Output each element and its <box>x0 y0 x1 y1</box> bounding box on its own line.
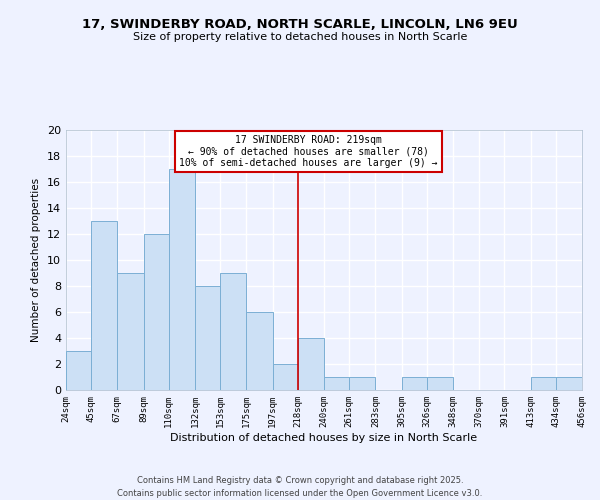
Bar <box>91 221 118 390</box>
Bar <box>66 351 91 390</box>
Bar <box>401 377 427 390</box>
Bar <box>530 377 556 390</box>
Bar <box>556 377 582 390</box>
Text: Contains HM Land Registry data © Crown copyright and database right 2025.
Contai: Contains HM Land Registry data © Crown c… <box>118 476 482 498</box>
Bar <box>349 377 376 390</box>
Bar <box>169 169 195 390</box>
Bar <box>298 338 324 390</box>
Text: Size of property relative to detached houses in North Scarle: Size of property relative to detached ho… <box>133 32 467 42</box>
Y-axis label: Number of detached properties: Number of detached properties <box>31 178 41 342</box>
Bar <box>324 377 349 390</box>
X-axis label: Distribution of detached houses by size in North Scarle: Distribution of detached houses by size … <box>170 432 478 442</box>
Bar <box>118 273 143 390</box>
Text: 17, SWINDERBY ROAD, NORTH SCARLE, LINCOLN, LN6 9EU: 17, SWINDERBY ROAD, NORTH SCARLE, LINCOL… <box>82 18 518 30</box>
Bar <box>247 312 272 390</box>
Bar <box>143 234 169 390</box>
Bar <box>195 286 220 390</box>
Bar <box>427 377 453 390</box>
Text: 17 SWINDERBY ROAD: 219sqm
← 90% of detached houses are smaller (78)
10% of semi-: 17 SWINDERBY ROAD: 219sqm ← 90% of detac… <box>179 135 438 168</box>
Bar <box>220 273 247 390</box>
Bar <box>272 364 298 390</box>
